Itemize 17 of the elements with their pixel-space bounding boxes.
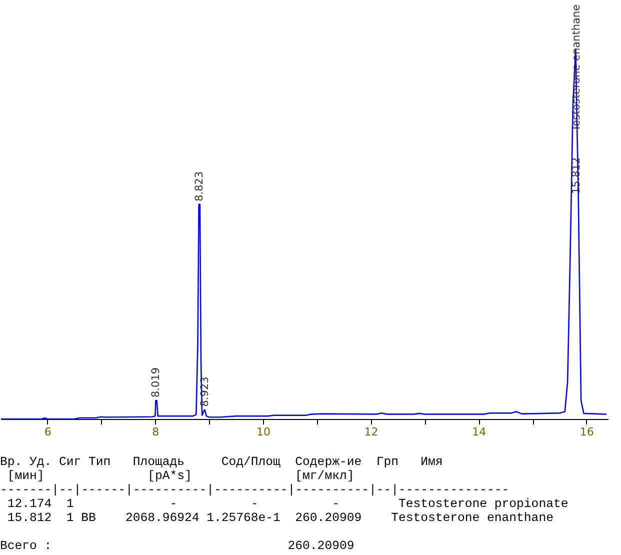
x-tick-label: 8 (152, 426, 160, 438)
x-tick-label: 16 (580, 426, 594, 438)
x-tick-label: 14 (472, 426, 486, 438)
x-tick-label: 10 (256, 426, 270, 438)
annotation: Testosterone enanthane (570, 4, 582, 132)
text: -------|--|------|----------|----------|----------|--|--------------- (0, 483, 510, 497)
annotation: 8.823 (194, 171, 206, 202)
text: Вр. Уд. Сиг Тип Площадь Сод/Площ Содерж-ие Грп Имя (0, 455, 444, 469)
x-tick-label: 12 (364, 426, 378, 438)
annotation: 15.812 (570, 157, 582, 194)
text: 12.174 1 - - - Testosterone propionate (6, 497, 570, 511)
annotation: 8.923 (198, 376, 211, 407)
text: [мин] [pA*s] [мг/мкл] (6, 469, 356, 483)
x-tick-label: 6 (44, 426, 52, 438)
text: Всего : 260.20909 (0, 539, 356, 553)
annotation: 8.019 (150, 367, 162, 398)
text: 15.812 1 BB 2068.96924 1.25768e-1 260.20909 Testosterone enanthane (6, 511, 554, 525)
